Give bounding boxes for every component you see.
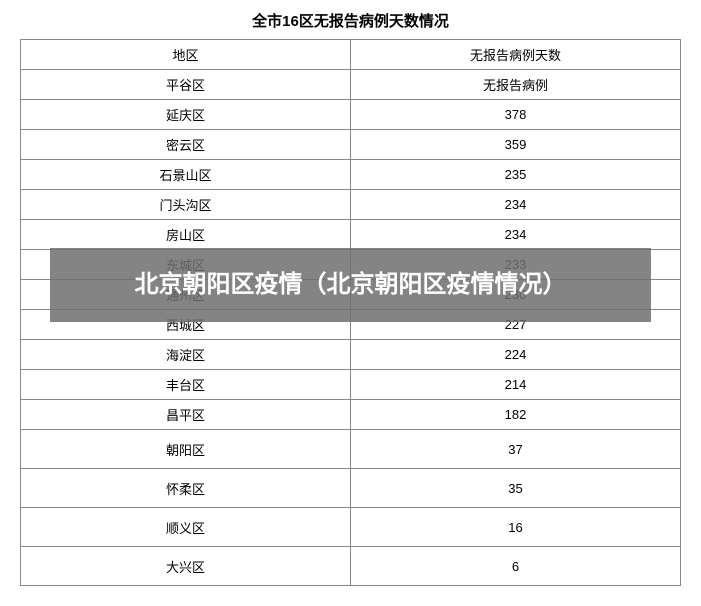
table-row: 延庆区378 [21, 100, 681, 130]
cell-days: 16 [351, 508, 681, 547]
col-header-days: 无报告病例天数 [351, 40, 681, 70]
table-title: 全市16区无报告病例天数情况 [20, 10, 681, 31]
table-row: 石景山区235 [21, 160, 681, 190]
cell-district: 石景山区 [21, 160, 351, 190]
cell-district: 海淀区 [21, 340, 351, 370]
table-row: 大兴区6 [21, 547, 681, 586]
table-row: 门头沟区234 [21, 190, 681, 220]
cell-district: 密云区 [21, 130, 351, 160]
table-body: 平谷区无报告病例延庆区378密云区359石景山区235门头沟区234房山区234… [21, 70, 681, 586]
table-header-row: 地区 无报告病例天数 [21, 40, 681, 70]
cell-days: 37 [351, 430, 681, 469]
col-header-district: 地区 [21, 40, 351, 70]
cell-days: 378 [351, 100, 681, 130]
table-row: 平谷区无报告病例 [21, 70, 681, 100]
table-row: 密云区359 [21, 130, 681, 160]
table-row: 顺义区16 [21, 508, 681, 547]
cell-district: 怀柔区 [21, 469, 351, 508]
table-row: 怀柔区35 [21, 469, 681, 508]
cell-days: 234 [351, 220, 681, 250]
cell-days: 无报告病例 [351, 70, 681, 100]
cell-district: 顺义区 [21, 508, 351, 547]
table-row: 海淀区224 [21, 340, 681, 370]
cell-district: 延庆区 [21, 100, 351, 130]
cell-days: 224 [351, 340, 681, 370]
cell-days: 234 [351, 190, 681, 220]
overlay-text: 北京朝阳区疫情（北京朝阳区疫情情况） [135, 267, 567, 303]
cell-district: 丰台区 [21, 370, 351, 400]
cell-days: 35 [351, 469, 681, 508]
table-row: 丰台区214 [21, 370, 681, 400]
overlay-banner: 北京朝阳区疫情（北京朝阳区疫情情况） [50, 248, 651, 322]
cell-days: 214 [351, 370, 681, 400]
cell-district: 大兴区 [21, 547, 351, 586]
cell-days: 359 [351, 130, 681, 160]
cell-district: 门头沟区 [21, 190, 351, 220]
table-row: 昌平区182 [21, 400, 681, 430]
table-row: 房山区234 [21, 220, 681, 250]
cell-days: 235 [351, 160, 681, 190]
cell-district: 房山区 [21, 220, 351, 250]
cell-district: 昌平区 [21, 400, 351, 430]
cell-days: 182 [351, 400, 681, 430]
cell-district: 平谷区 [21, 70, 351, 100]
cell-district: 朝阳区 [21, 430, 351, 469]
cell-days: 6 [351, 547, 681, 586]
table-row: 朝阳区37 [21, 430, 681, 469]
